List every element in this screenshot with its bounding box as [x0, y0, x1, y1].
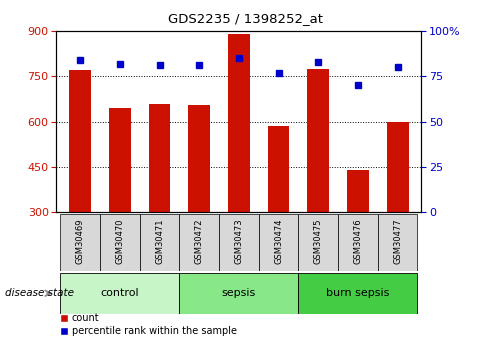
Bar	[179, 214, 219, 271]
Bar	[60, 214, 100, 271]
Bar	[259, 214, 298, 271]
Text: GSM30473: GSM30473	[234, 218, 244, 264]
Text: GSM30474: GSM30474	[274, 218, 283, 264]
Bar	[387, 122, 409, 212]
Bar	[307, 69, 329, 212]
Bar	[338, 214, 378, 271]
Text: GDS2235 / 1398252_at: GDS2235 / 1398252_at	[168, 12, 322, 25]
Bar	[347, 170, 369, 212]
Text: burn sepsis: burn sepsis	[326, 288, 390, 298]
Text: disease state: disease state	[5, 288, 74, 298]
Bar	[140, 214, 179, 271]
Bar	[188, 105, 210, 212]
Bar	[219, 214, 259, 271]
Bar	[69, 70, 91, 212]
Bar	[148, 104, 171, 212]
Bar	[228, 34, 250, 212]
Bar	[298, 214, 338, 271]
Text: GSM30470: GSM30470	[115, 218, 124, 264]
Text: sepsis: sepsis	[222, 288, 256, 298]
Bar	[60, 273, 179, 314]
Text: GSM30471: GSM30471	[155, 218, 164, 264]
Text: GSM30475: GSM30475	[314, 218, 323, 264]
Text: GSM30476: GSM30476	[353, 218, 363, 264]
Bar	[298, 273, 417, 314]
Bar	[268, 126, 290, 212]
Bar	[179, 273, 298, 314]
Bar	[378, 214, 417, 271]
Text: GSM30472: GSM30472	[195, 218, 204, 264]
Text: control: control	[100, 288, 139, 298]
Legend: count, percentile rank within the sample: count, percentile rank within the sample	[56, 309, 241, 340]
Text: GSM30477: GSM30477	[393, 218, 402, 264]
Text: GSM30469: GSM30469	[75, 218, 85, 264]
Bar	[100, 214, 140, 271]
Bar	[109, 108, 131, 212]
